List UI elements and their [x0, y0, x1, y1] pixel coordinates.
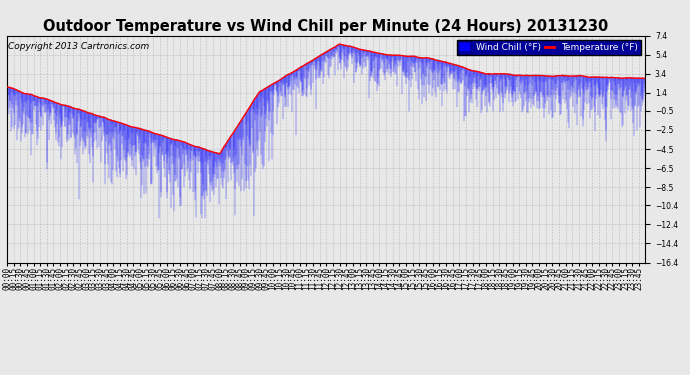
Text: Copyright 2013 Cartronics.com: Copyright 2013 Cartronics.com [8, 42, 150, 51]
Legend: Wind Chill (°F), Temperature (°F): Wind Chill (°F), Temperature (°F) [457, 40, 640, 54]
Title: Outdoor Temperature vs Wind Chill per Minute (24 Hours) 20131230: Outdoor Temperature vs Wind Chill per Mi… [43, 20, 609, 34]
